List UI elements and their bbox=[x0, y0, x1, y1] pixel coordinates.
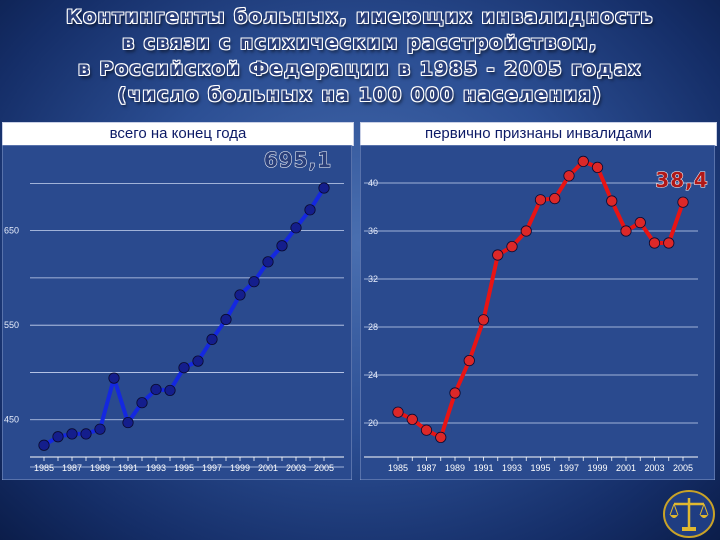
left-chart-title: всего на конец года bbox=[2, 122, 354, 146]
page-title: Контингенты больных, имеющих инвалидност… bbox=[0, 4, 720, 108]
x-tick-label: 2003 bbox=[286, 463, 306, 473]
x-tick-label: 2003 bbox=[644, 463, 664, 473]
x-tick-label: 1995 bbox=[174, 463, 194, 473]
x-tick-label: 1991 bbox=[473, 463, 493, 473]
data-point bbox=[648, 237, 661, 249]
data-point bbox=[534, 194, 547, 206]
title-line-1: Контингенты больных, имеющих инвалидност… bbox=[66, 6, 654, 28]
data-point bbox=[620, 225, 632, 237]
x-tick-label: 1989 bbox=[90, 463, 110, 473]
data-point bbox=[435, 431, 447, 443]
data-point bbox=[492, 249, 504, 261]
x-tick-label: 2005 bbox=[314, 463, 334, 473]
title-line-2: в связи с психическим расстройством, bbox=[122, 32, 598, 54]
plot-background bbox=[2, 145, 352, 480]
data-point bbox=[677, 196, 689, 208]
data-point bbox=[663, 237, 675, 249]
data-point bbox=[577, 155, 589, 167]
x-tick-label: 1987 bbox=[416, 463, 436, 473]
data-point bbox=[52, 431, 64, 443]
x-tick-label: 1993 bbox=[146, 463, 166, 473]
data-point bbox=[290, 222, 302, 234]
x-tick-label: 1985 bbox=[34, 463, 54, 473]
right-chart-title: первично признаны инвалидами bbox=[360, 122, 717, 146]
x-tick-label: 2001 bbox=[258, 463, 278, 473]
data-point bbox=[94, 423, 106, 435]
data-point bbox=[136, 397, 148, 409]
data-point bbox=[449, 387, 461, 399]
y-tick-label: 32 bbox=[368, 274, 378, 284]
title-line-3: в Российской Федерации в 1985 - 2005 год… bbox=[77, 58, 643, 80]
data-point bbox=[122, 416, 134, 429]
data-point bbox=[304, 204, 316, 216]
data-point bbox=[606, 195, 618, 207]
x-tick-label: 1987 bbox=[62, 463, 82, 473]
data-point bbox=[248, 276, 260, 288]
data-point bbox=[108, 372, 120, 384]
data-point bbox=[477, 314, 490, 326]
x-tick-label: 1989 bbox=[445, 463, 465, 473]
value-annotation: 38,4 bbox=[655, 168, 708, 192]
data-point bbox=[164, 384, 176, 397]
y-tick-label: 450 bbox=[4, 415, 19, 425]
y-tick-label: 40 bbox=[368, 178, 378, 188]
data-point bbox=[178, 362, 190, 374]
x-tick-label: 1999 bbox=[587, 463, 607, 473]
x-tick-label: 1991 bbox=[118, 463, 138, 473]
data-point bbox=[406, 413, 418, 425]
x-tick-label: 2005 bbox=[673, 463, 693, 473]
data-point bbox=[420, 424, 433, 436]
scales-of-justice-icon bbox=[663, 490, 715, 538]
data-point bbox=[80, 428, 92, 440]
data-point bbox=[150, 383, 162, 396]
y-tick-label: 24 bbox=[368, 370, 378, 380]
data-point bbox=[463, 355, 475, 367]
value-annotation: 695,1 bbox=[264, 148, 332, 172]
y-tick-label: 650 bbox=[4, 226, 19, 236]
x-tick-label: 1985 bbox=[388, 463, 408, 473]
data-point bbox=[392, 406, 404, 418]
data-point bbox=[563, 170, 575, 182]
data-point bbox=[549, 192, 561, 205]
title-line-4: (число больных на 100 000 населения) bbox=[117, 84, 603, 106]
data-point bbox=[276, 240, 288, 252]
y-tick-label: 28 bbox=[368, 322, 378, 332]
y-tick-label: 20 bbox=[368, 418, 378, 428]
data-point bbox=[318, 182, 330, 194]
data-point bbox=[234, 289, 246, 301]
y-tick-label: 550 bbox=[4, 320, 19, 330]
x-tick-label: 2001 bbox=[616, 463, 636, 473]
data-point bbox=[66, 428, 78, 440]
data-point bbox=[520, 225, 532, 237]
data-point bbox=[506, 241, 518, 253]
left-line-chart: 450 550 650 1985 1987 1989 1991 1993 1995 1997 199… bbox=[2, 145, 352, 480]
data-point bbox=[634, 217, 646, 229]
data-point bbox=[262, 256, 274, 268]
data-point bbox=[38, 439, 50, 451]
x-tick-label: 1993 bbox=[502, 463, 522, 473]
data-point bbox=[220, 313, 232, 326]
x-tick-label: 1999 bbox=[230, 463, 250, 473]
x-tick-label: 1995 bbox=[530, 463, 550, 473]
right-line-chart: 20 24 28 32 36 40 1985 1987 1989 1991 1993 1995 1997… bbox=[360, 145, 715, 480]
y-tick-label: 36 bbox=[368, 226, 378, 236]
data-point bbox=[206, 333, 218, 345]
data-point bbox=[192, 355, 204, 367]
x-tick-label: 1997 bbox=[202, 463, 222, 473]
x-tick-label: 1997 bbox=[559, 463, 579, 473]
data-point bbox=[591, 161, 604, 174]
